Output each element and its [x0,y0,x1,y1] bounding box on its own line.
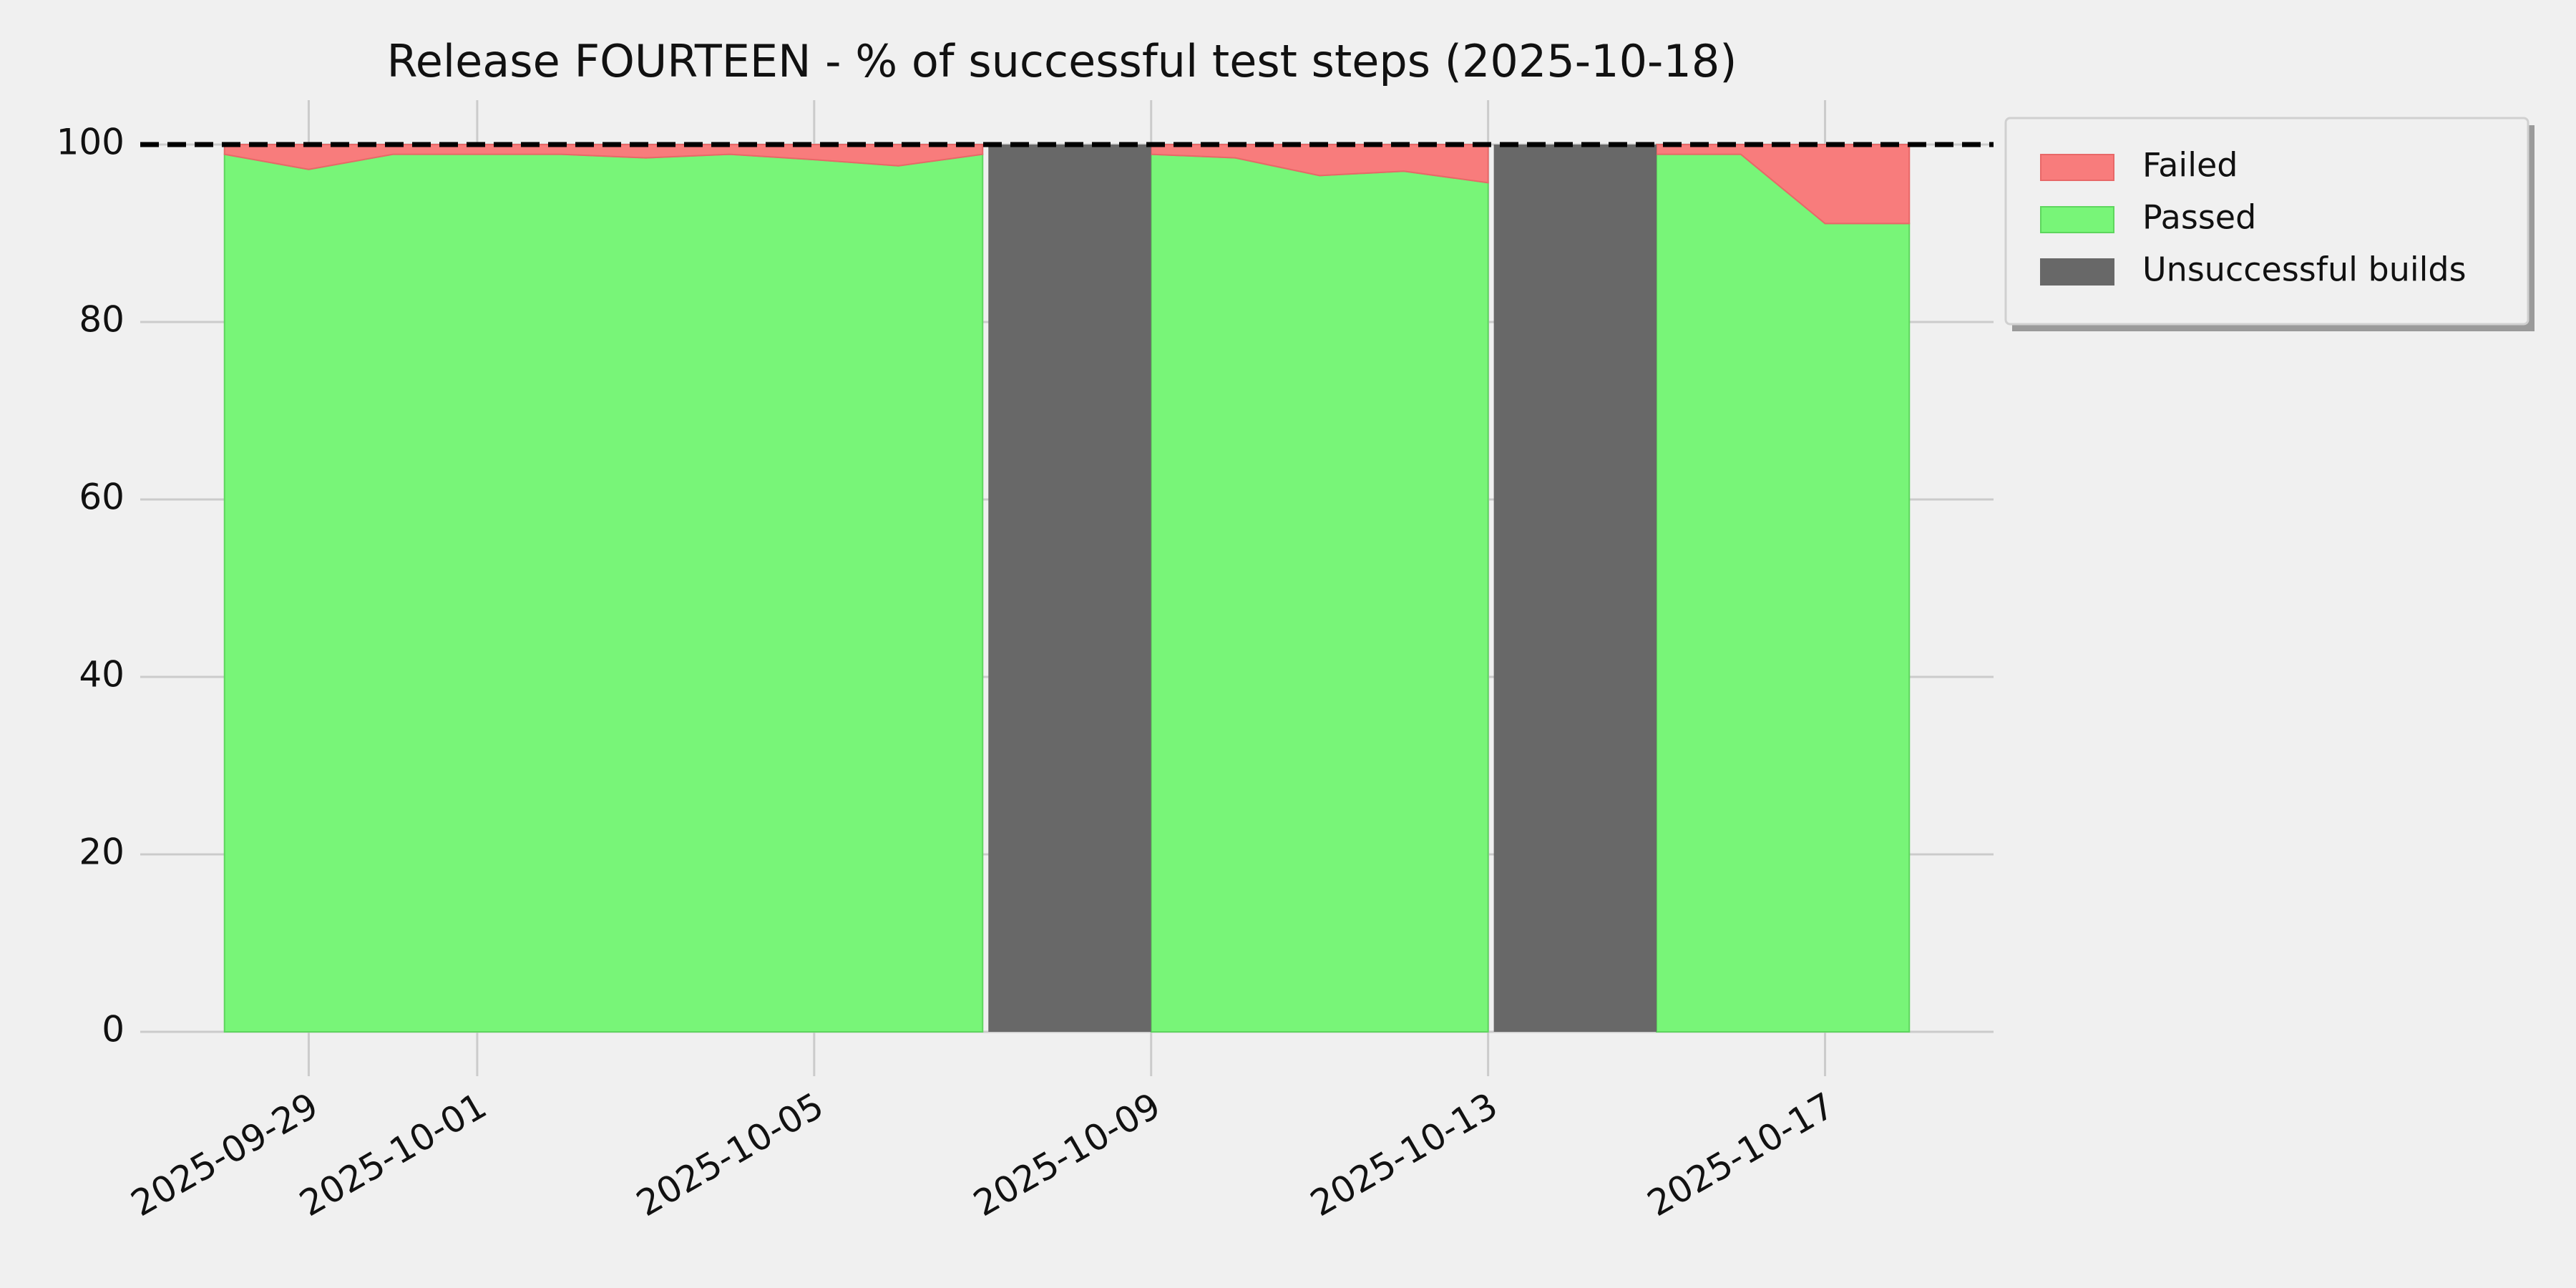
y-tick-label: 20 [79,831,125,873]
passed-area [223,153,984,1033]
passed-area [1150,153,1489,1033]
passed-area [1656,153,1911,1033]
legend-label: Unsuccessful builds [2142,250,2467,289]
legend-label: Failed [2142,146,2238,185]
legend-label: Passed [2142,198,2256,237]
plot-area [140,142,1994,1033]
legend: Failed Passed Unsuccessful builds [2004,117,2534,331]
chart-title: Release FOURTEEN - % of successful test … [386,35,1737,87]
legend-swatch [2040,206,2114,233]
y-tick-label: 80 [79,299,125,341]
y-tick-label: 60 [79,477,125,518]
unsuccessful-bar [988,145,1151,1032]
legend-box [2004,117,2529,326]
y-tick-label: 100 [57,122,125,163]
y-tick-label: 0 [102,1009,125,1050]
legend-swatch [2040,154,2114,181]
unsuccessful-bar [1493,145,1657,1032]
y-tick-label: 40 [79,654,125,696]
failed-area [1656,144,1911,225]
legend-swatch [2040,258,2114,286]
